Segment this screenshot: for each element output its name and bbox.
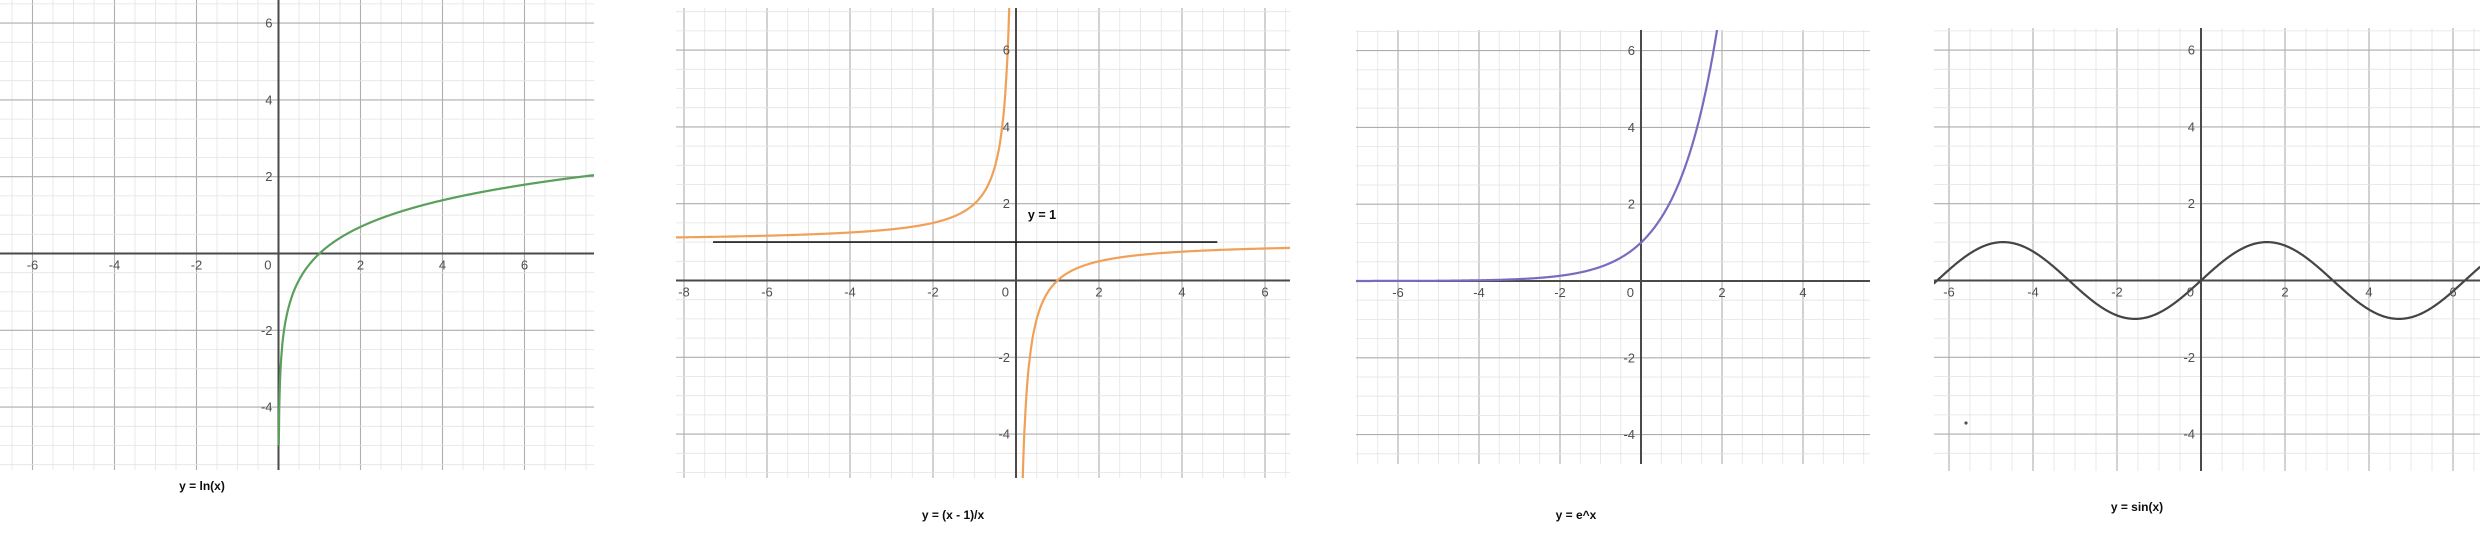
asymptote-label-y-equals-1: y = 1 <box>1027 207 1057 222</box>
x-tick-label: 2 <box>357 258 364 273</box>
y-tick-label: 6 <box>1003 43 1010 58</box>
x-tick-label: -4 <box>109 258 121 273</box>
x-tick-label: 0 <box>1002 285 1009 300</box>
grid <box>676 8 1290 478</box>
x-tick-label: 2 <box>1095 285 1102 300</box>
stray-dot <box>1964 421 1968 425</box>
tick-labels: -6 -4 -2 0 2 4 6 4 2 -2 -4 <box>1392 43 1806 442</box>
y-tick-label: 2 <box>265 169 272 184</box>
panel-title-exp: y = e^x <box>1555 508 1597 522</box>
rational-curve <box>676 8 1290 478</box>
x-tick-label: -4 <box>2027 285 2039 300</box>
grid <box>1934 28 2480 471</box>
sin-curve <box>1934 241 2480 320</box>
x-tick-label: -6 <box>1943 285 1955 300</box>
x-tick-label: -6 <box>761 285 773 300</box>
panel-sin: -6 -4 -2 0 2 4 6 6 4 2 -2 -4 <box>1934 28 2480 471</box>
x-tick-label: 4 <box>1178 285 1185 300</box>
y-tick-label: 4 <box>1628 120 1635 135</box>
y-tick-label: 2 <box>1628 197 1635 212</box>
y-tick-label: -4 <box>2183 427 2195 442</box>
x-tick-label: 6 <box>521 258 528 273</box>
x-tick-label: 0 <box>264 258 271 273</box>
x-tick-label: -2 <box>927 285 939 300</box>
y-tick-label: -4 <box>1623 427 1635 442</box>
panel-title-rational: y = (x - 1)/x <box>921 508 985 522</box>
y-tick-label: -4 <box>261 400 273 415</box>
x-tick-label: 6 <box>1261 285 1268 300</box>
ln-curve <box>277 174 594 446</box>
exp-curve <box>1356 30 1719 283</box>
y-tick-label: -2 <box>1623 350 1635 365</box>
x-tick-label: 4 <box>439 258 446 273</box>
grid <box>1356 30 1870 464</box>
y-tick-label: 4 <box>265 92 272 107</box>
x-tick-label: 0 <box>2187 285 2194 300</box>
y-tick-label: 4 <box>1003 119 1010 134</box>
x-tick-label: -4 <box>1473 285 1485 300</box>
panel-title-ln: y = ln(x) <box>179 479 225 493</box>
x-tick-label: -6 <box>27 258 39 273</box>
y-tick-label: -2 <box>261 323 273 338</box>
x-tick-label: -4 <box>844 285 856 300</box>
tick-labels: -6 -4 -2 0 2 4 6 6 4 2 -2 -4 <box>27 16 528 415</box>
panel-rational: -8 -6 -4 -2 0 2 4 6 6 4 2 -2 -4 <box>676 8 1290 478</box>
panel-ln: -6 -4 -2 0 2 4 6 6 4 2 -2 -4 <box>0 0 594 470</box>
tick-labels: -6 -4 -2 0 2 4 6 6 4 2 -2 -4 <box>1943 43 2456 442</box>
y-tick-label: 6 <box>265 16 272 31</box>
x-tick-label: 4 <box>1799 285 1806 300</box>
y-tick-label: -2 <box>998 350 1010 365</box>
x-tick-label: 2 <box>1718 285 1725 300</box>
x-tick-label: -2 <box>1554 285 1566 300</box>
x-tick-label: -6 <box>1392 285 1404 300</box>
y-tick-label: 6 <box>1628 43 1635 58</box>
x-tick-label: 2 <box>2281 285 2288 300</box>
panel-exp: -6 -4 -2 0 2 4 6 4 2 -2 -4 <box>1356 30 1870 464</box>
x-tick-label: -8 <box>678 285 690 300</box>
x-tick-label: 0 <box>1627 285 1634 300</box>
x-tick-label: 6 <box>2449 285 2456 300</box>
x-tick-label: 4 <box>2365 285 2372 300</box>
y-tick-label: 2 <box>1003 196 1010 211</box>
y-tick-label: 2 <box>2188 196 2195 211</box>
tick-labels: -8 -6 -4 -2 0 2 4 6 6 4 2 -2 -4 <box>678 43 1268 442</box>
y-tick-label: 4 <box>2188 119 2195 134</box>
y-tick-label: -2 <box>2183 350 2195 365</box>
panel-title-sin: y = sin(x) <box>2110 500 2164 514</box>
x-tick-label: -2 <box>2111 285 2123 300</box>
grid <box>0 0 594 470</box>
y-tick-label: 6 <box>2188 43 2195 58</box>
x-tick-label: -2 <box>191 258 203 273</box>
y-tick-label: -4 <box>998 427 1010 442</box>
